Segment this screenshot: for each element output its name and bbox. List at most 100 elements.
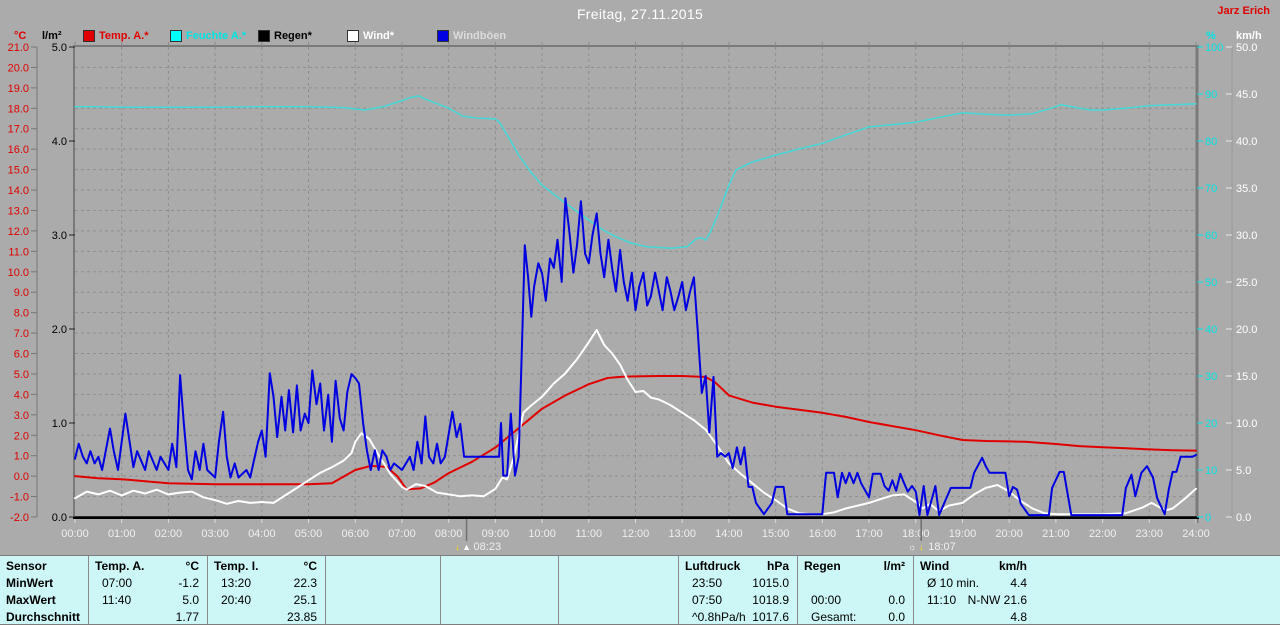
left-axis-unit-rain: l/m² [42, 30, 62, 42]
celsius-tick-label: 16.0 [8, 144, 29, 156]
table-cell: 11:40 5.0 [102, 593, 199, 608]
table-column-header-value: km/h [998, 559, 1027, 573]
hour-label: 12:00 [622, 528, 650, 540]
table-row-label: Durchschnitt [6, 610, 84, 625]
table-cell-value: 4.8 [1010, 610, 1027, 624]
hour-label: 21:00 [1042, 528, 1070, 540]
percent-tick-label: 30 [1205, 371, 1217, 383]
table-cell: 07:50 1018.9 [692, 593, 789, 608]
kmh-tick-label: 15.0 [1236, 371, 1257, 383]
table-cell-value: 25.1 [293, 593, 317, 607]
percent-tick-label: 90 [1205, 89, 1217, 101]
hour-label: 20:00 [995, 528, 1023, 540]
table-cell: Gesamt: 0.0 [811, 610, 905, 625]
kmh-tick-label: 50.0 [1236, 42, 1257, 54]
celsius-tick-label: -2.0 [10, 512, 29, 524]
table-column-divider [88, 556, 89, 624]
right-axis-unit-kmh: km/h [1236, 30, 1262, 42]
hour-label: 11:00 [575, 528, 602, 540]
table-column-header-value: °C [185, 559, 199, 573]
table-cell-value: 22.3 [293, 576, 317, 590]
gusts-swatch-icon [437, 30, 449, 42]
series-feuchte-a- [74, 95, 1197, 249]
legend-label: Feuchte A.* [186, 30, 247, 42]
table-cell-label: 23:50 [692, 576, 723, 590]
percent-tick-label: 0 [1205, 512, 1211, 524]
rain-tick-label: 3.0 [52, 230, 67, 242]
hour-label: 03:00 [201, 528, 229, 540]
owner-watermark: Jarz Erich [1217, 5, 1270, 17]
table-cell [339, 576, 432, 591]
percent-tick-label: 50 [1205, 277, 1217, 289]
kmh-tick-label: 45.0 [1236, 89, 1257, 101]
legend-label: Windböen [453, 30, 507, 42]
right-axis-unit-percent: % [1206, 30, 1216, 42]
table-column-header [565, 559, 670, 574]
table-column-header-value: °C [303, 559, 317, 573]
sunset-icon: ↓ [919, 542, 924, 552]
table-column-header-label: Temp. I. [214, 559, 259, 573]
sunset-time-label: 18:07 [928, 541, 956, 553]
weather-chart: 21.0 20.0 19.0 18.0 17.0 16.0 15.0 14.0 13.0 12.0… [8, 42, 1257, 553]
hour-label: 17:00 [855, 528, 883, 540]
celsius-tick-label: 11.0 [8, 246, 29, 258]
table-cell: 4.8 [927, 610, 1027, 625]
table-column-header [447, 559, 550, 574]
table-cell [454, 610, 550, 625]
kmh-tick-label: 0.0 [1236, 512, 1251, 524]
table-cell-label: 13:20 [221, 576, 252, 590]
table-row-label: Sensor [6, 559, 84, 574]
series-windb-en [74, 197, 1197, 517]
rain-tick-label: 0.0 [52, 512, 67, 524]
celsius-tick-label: 0.0 [14, 471, 29, 483]
hour-label: 04:00 [248, 528, 276, 540]
table-cell-value: N-NW 21.6 [967, 593, 1027, 607]
table-row-label-label: Sensor [6, 559, 47, 573]
celsius-tick-label: 9.0 [14, 287, 29, 299]
kmh-tick-label: 30.0 [1236, 230, 1257, 242]
legend-label: Temp. A.* [99, 30, 149, 42]
table-column-header-value: l/m² [883, 559, 905, 573]
table-cell-label: 00:00 [811, 593, 842, 607]
hour-label: 13:00 [668, 528, 696, 540]
table-cell-value: 1015.0 [752, 576, 789, 590]
percent-tick-label: 100 [1205, 42, 1223, 54]
table-cell-label: 11:40 [102, 593, 132, 607]
table-cell-value: 5.0 [182, 593, 199, 607]
table-cell: Ø 10 min. 4.4 [927, 576, 1027, 591]
legend-label: Wind* [363, 30, 395, 42]
table-cell [572, 593, 670, 608]
table-column-header-label: Luftdruck [685, 559, 741, 573]
percent-tick-label: 10 [1205, 465, 1217, 477]
kmh-tick-label: 5.0 [1236, 465, 1251, 477]
table-cell [339, 610, 432, 625]
kmh-tick-label: 20.0 [1236, 324, 1257, 336]
rain-tick-label: 5.0 [52, 42, 67, 54]
celsius-tick-label: 10.0 [8, 267, 29, 279]
hour-label: 15:00 [762, 528, 790, 540]
celsius-tick-label: 19.0 [8, 83, 29, 95]
table-cell-label: Gesamt: [811, 610, 857, 624]
percent-tick-label: 40 [1205, 324, 1217, 336]
left-axis-unit-celsius: °C [14, 30, 27, 42]
table-column-header-value: hPa [766, 559, 789, 573]
table-cell [339, 593, 432, 608]
celsius-tick-label: -1.0 [10, 492, 29, 504]
rain-tick-label: 4.0 [52, 136, 67, 148]
percent-tick-label: 80 [1205, 136, 1217, 148]
legend-label: Regen* [274, 30, 312, 42]
table-column-divider [558, 556, 559, 624]
celsius-tick-label: 15.0 [8, 165, 29, 177]
table-cell-label: 20:40 [221, 593, 252, 607]
kmh-tick-label: 25.0 [1236, 277, 1257, 289]
kmh-tick-label: 10.0 [1236, 418, 1257, 430]
humidity-swatch-icon [170, 30, 182, 42]
table-cell-label: ^0.8hPa/h [692, 610, 746, 624]
table-cell-value: 0.0 [888, 593, 905, 607]
table-cell-value: -1.2 [178, 576, 199, 590]
wind-swatch-icon [347, 30, 359, 42]
hour-label: 14:00 [715, 528, 743, 540]
table-cell-label: 07:00 [102, 576, 133, 590]
table-row-label: MinWert [6, 576, 84, 591]
hour-label: 09:00 [482, 528, 510, 540]
